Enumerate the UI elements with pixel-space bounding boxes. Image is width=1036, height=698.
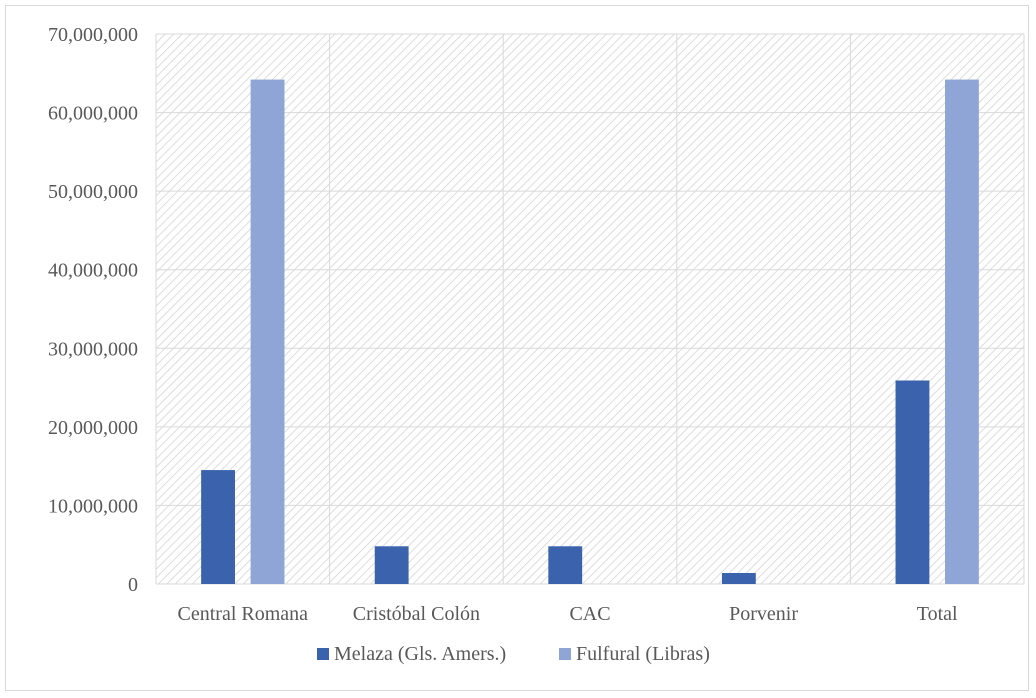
x-tick-label: CAC xyxy=(569,603,610,625)
legend-swatch xyxy=(317,648,329,660)
x-tick-label: Central Romana xyxy=(178,603,309,625)
legend: Melaza (Gls. Amers.) Fulfural (Libras) xyxy=(317,643,710,665)
y-tick-label: 50,000,000 xyxy=(48,181,138,203)
bar-fulfural xyxy=(250,79,285,585)
x-axis-tick-labels: Central Romana Cristóbal Colón CAC Porvenir… xyxy=(178,603,959,625)
gridlines xyxy=(155,33,1025,585)
legend-label: Fulfural (Libras) xyxy=(576,643,710,665)
chart-frame: 0 10,000,000 20,000,000 30,000,000 40,000,00… xyxy=(5,5,1029,691)
bar-melaza xyxy=(548,546,583,584)
y-tick-label: 60,000,000 xyxy=(48,103,138,125)
y-tick-label: 70,000,000 xyxy=(48,24,138,46)
y-tick-label: 30,000,000 xyxy=(48,338,138,360)
y-axis-tick-labels: 0 10,000,000 20,000,000 30,000,000 40,000,00… xyxy=(48,24,138,596)
legend-swatch xyxy=(559,648,571,660)
bar-melaza xyxy=(374,546,409,584)
y-tick-label: 0 xyxy=(128,574,138,596)
bar-fulfural xyxy=(945,79,979,585)
x-tick-label: Porvenir xyxy=(729,603,798,625)
y-tick-label: 40,000,000 xyxy=(48,260,138,282)
bar-chart: 0 10,000,000 20,000,000 30,000,000 40,000,00… xyxy=(48,24,1025,665)
bar-melaza xyxy=(721,573,756,584)
plot-area xyxy=(156,34,1024,584)
y-tick-label: 20,000,000 xyxy=(48,417,138,439)
x-tick-label: Cristóbal Colón xyxy=(353,603,480,625)
bar-melaza xyxy=(201,470,235,584)
bar-melaza xyxy=(895,380,930,584)
x-tick-label: Total xyxy=(917,603,958,625)
legend-label: Melaza (Gls. Amers.) xyxy=(334,643,506,665)
y-tick-label: 10,000,000 xyxy=(48,495,138,517)
bars xyxy=(201,79,979,585)
